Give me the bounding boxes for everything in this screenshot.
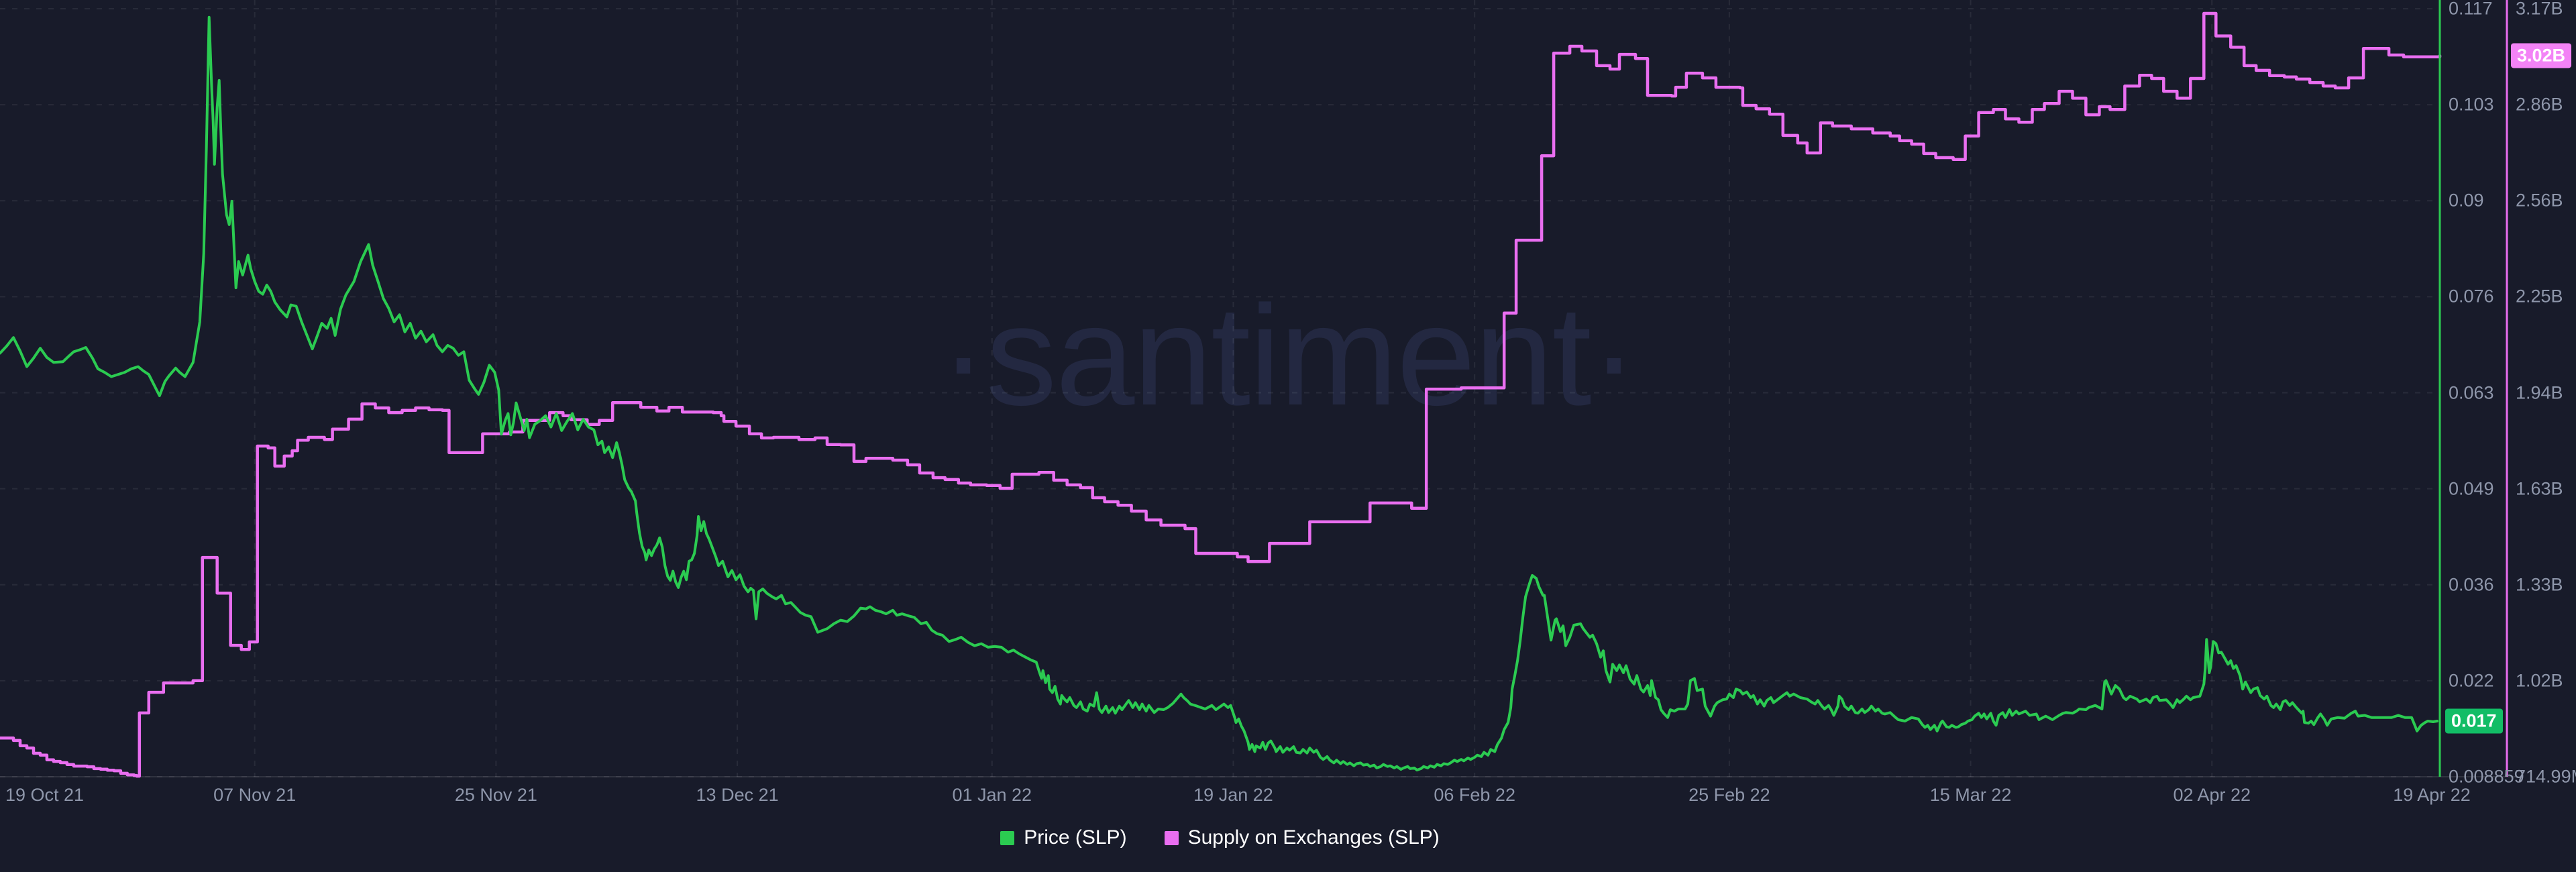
supply-axis-tick: 1.94B	[2516, 382, 2563, 402]
legend-label-supply: Supply on Exchanges (SLP)	[1187, 826, 1440, 849]
date-axis-tick: 19 Apr 22	[2393, 785, 2471, 805]
supply-axis-tick: 1.63B	[2516, 478, 2563, 499]
price-axis-tick: 0.063	[2449, 382, 2494, 402]
supply-axis-tick: 2.56B	[2516, 190, 2563, 211]
supply-axis-tick: 3.17B	[2516, 0, 2563, 19]
date-axis-tick: 19 Oct 21	[5, 785, 85, 805]
date-axis-tick: 25 Nov 21	[454, 785, 537, 805]
price-axis-tick: 0.022	[2449, 670, 2494, 691]
supply-axis-tick: 1.02B	[2516, 670, 2563, 691]
price-axis-tick: 0.036	[2449, 574, 2494, 595]
supply-axis-tick: 714.99M	[2516, 766, 2576, 787]
legend: Price (SLP) Supply on Exchanges (SLP)	[0, 826, 2440, 849]
date-axis-tick: 19 Jan 22	[1193, 785, 1273, 805]
date-axis-tick: 15 Mar 22	[1929, 785, 2012, 805]
date-axis-tick: 07 Nov 21	[213, 785, 297, 805]
price-axis-tick: 0.103	[2449, 94, 2494, 115]
supply-last-value-badge: 3.02B	[2511, 43, 2572, 68]
price-axis-tick: 0.008859	[2449, 766, 2524, 787]
price-series-swatch-icon	[1000, 830, 1015, 845]
date-axis-tick: 01 Jan 22	[952, 785, 1032, 805]
supply-axis-tick: 1.33B	[2516, 574, 2563, 595]
date-axis-tick: 02 Apr 22	[2173, 785, 2251, 805]
legend-item-price[interactable]: Price (SLP)	[1000, 826, 1127, 849]
legend-label-price: Price (SLP)	[1024, 826, 1127, 849]
date-axis-tick: 06 Feb 22	[1434, 785, 1515, 805]
date-axis-tick: 13 Dec 21	[696, 785, 779, 805]
price-axis-tick: 0.049	[2449, 478, 2494, 499]
price-axis-tick: 0.117	[2449, 0, 2493, 19]
price-last-value-badge: 0.017	[2445, 708, 2503, 734]
supply-series-swatch-icon	[1164, 830, 1179, 845]
supply-axis-tick: 2.25B	[2516, 286, 2563, 307]
supply-axis-tick: 2.86B	[2516, 94, 2563, 115]
legend-item-supply[interactable]: Supply on Exchanges (SLP)	[1164, 826, 1440, 849]
date-axis-tick: 25 Feb 22	[1688, 785, 1770, 805]
price-axis-tick: 0.076	[2449, 286, 2494, 307]
price-axis-tick: 0.09	[2449, 190, 2484, 211]
